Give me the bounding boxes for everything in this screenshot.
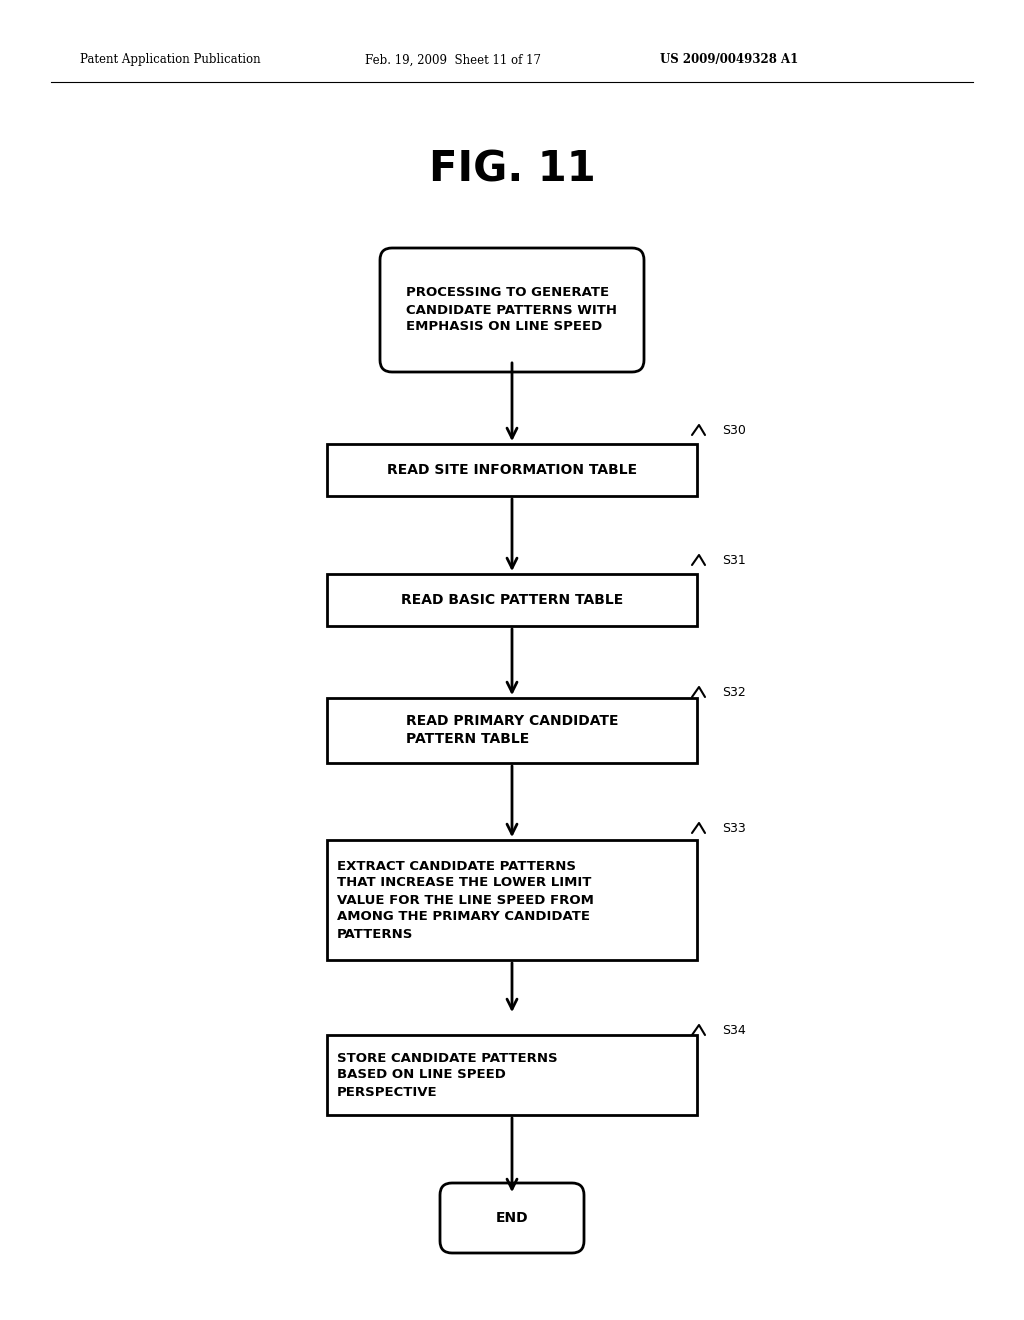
Text: PROCESSING TO GENERATE
CANDIDATE PATTERNS WITH
EMPHASIS ON LINE SPEED: PROCESSING TO GENERATE CANDIDATE PATTERN…	[407, 286, 617, 334]
Text: Patent Application Publication: Patent Application Publication	[80, 54, 261, 66]
Text: S30: S30	[722, 424, 745, 437]
Bar	[327, 1035, 697, 1115]
Text: S32: S32	[722, 685, 745, 698]
Text: Feb. 19, 2009  Sheet 11 of 17: Feb. 19, 2009 Sheet 11 of 17	[365, 54, 541, 66]
Bar	[327, 574, 697, 626]
Text: STORE CANDIDATE PATTERNS
BASED ON LINE SPEED
PERSPECTIVE: STORE CANDIDATE PATTERNS BASED ON LINE S…	[337, 1052, 558, 1098]
Text: READ SITE INFORMATION TABLE: READ SITE INFORMATION TABLE	[387, 463, 637, 477]
Text: READ PRIMARY CANDIDATE
PATTERN TABLE: READ PRIMARY CANDIDATE PATTERN TABLE	[406, 714, 618, 746]
Text: S31: S31	[722, 553, 745, 566]
Text: READ BASIC PATTERN TABLE: READ BASIC PATTERN TABLE	[400, 593, 624, 607]
Bar	[327, 840, 697, 960]
Text: FIG. 11: FIG. 11	[429, 149, 595, 191]
Text: END: END	[496, 1210, 528, 1225]
Text: EXTRACT CANDIDATE PATTERNS
THAT INCREASE THE LOWER LIMIT
VALUE FOR THE LINE SPEE: EXTRACT CANDIDATE PATTERNS THAT INCREASE…	[337, 859, 594, 940]
Text: S33: S33	[722, 821, 745, 834]
Text: S34: S34	[722, 1023, 745, 1036]
Text: US 2009/0049328 A1: US 2009/0049328 A1	[660, 54, 799, 66]
Bar	[327, 444, 697, 496]
Bar	[327, 697, 697, 763]
FancyBboxPatch shape	[380, 248, 644, 372]
FancyBboxPatch shape	[440, 1183, 584, 1253]
